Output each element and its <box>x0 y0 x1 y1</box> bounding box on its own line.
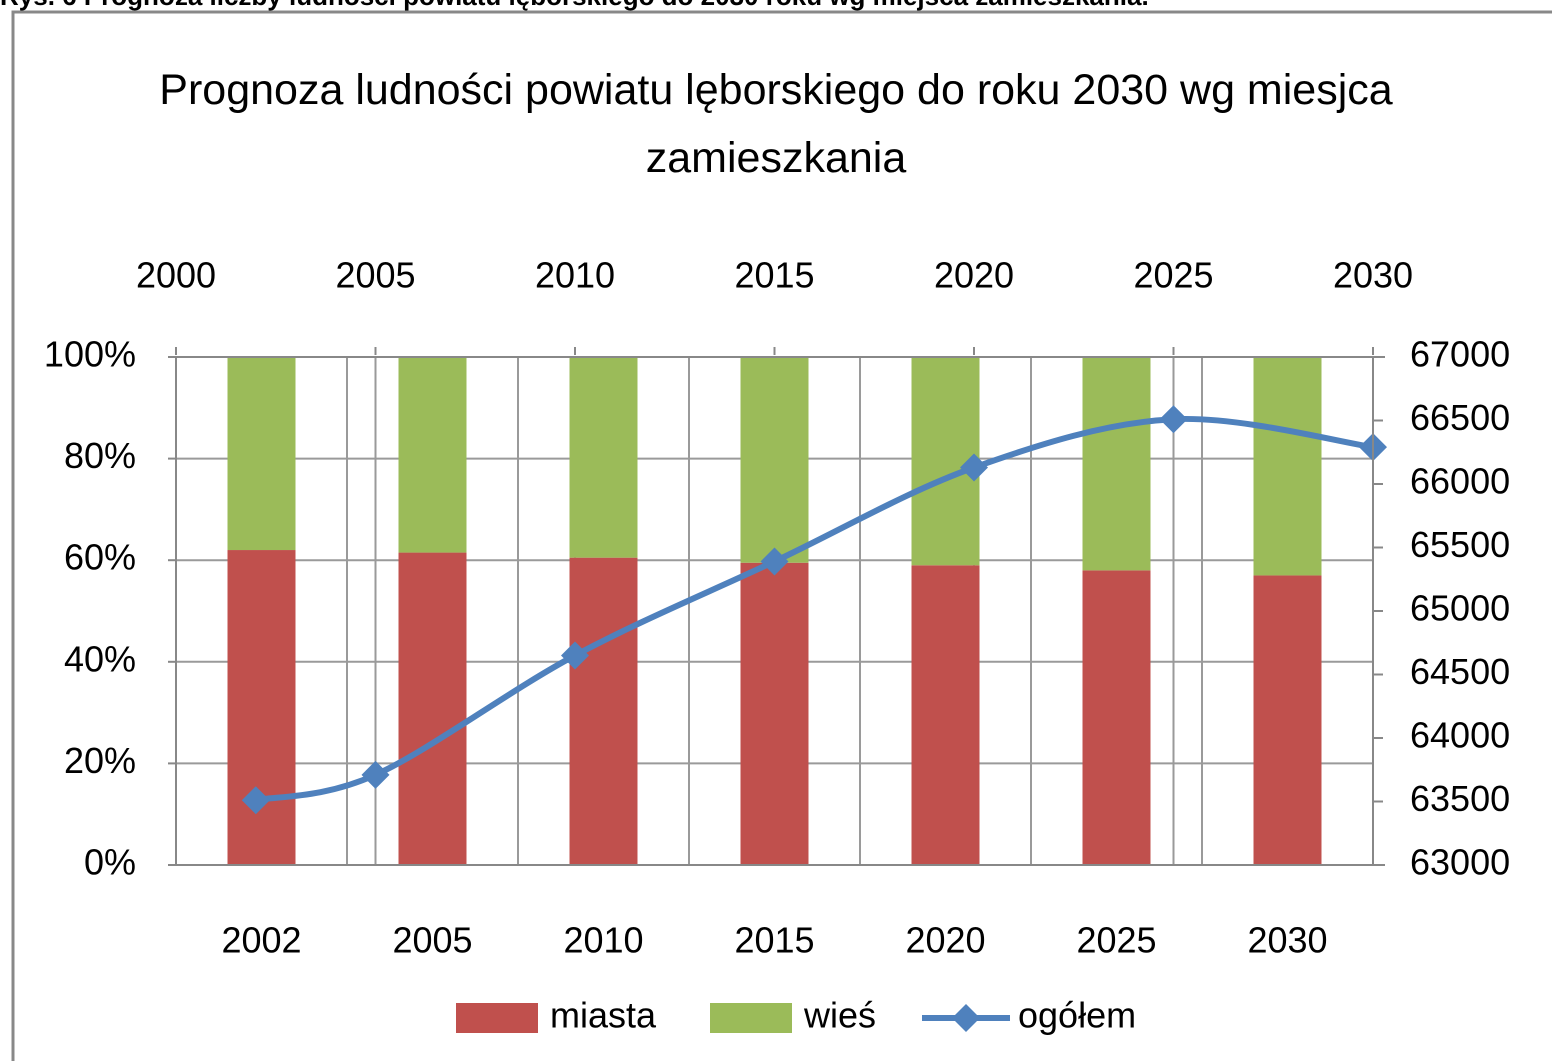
x2-tick-label: 2020 <box>934 255 1014 296</box>
chart-title: Prognoza ludności powiatu lęborskiego do… <box>159 66 1393 182</box>
bar <box>398 552 467 865</box>
bar <box>227 357 296 551</box>
x-tick-label: 2015 <box>734 920 814 961</box>
legend-swatch <box>456 1003 538 1033</box>
y-tick-label: 40% <box>64 638 136 679</box>
y-tick-label: 100% <box>44 334 136 375</box>
bar <box>911 565 980 865</box>
bar <box>569 557 638 865</box>
x-tick-label: 2025 <box>1076 920 1156 961</box>
marker <box>760 547 789 576</box>
y2-tick-label: 63000 <box>1410 842 1510 883</box>
bar <box>1082 357 1151 571</box>
x2-tick-label: 2025 <box>1133 255 1213 296</box>
y2-tick-label: 64000 <box>1410 715 1510 756</box>
x-tick-label: 2002 <box>221 920 301 961</box>
bar <box>1253 575 1322 865</box>
y-tick-label: 0% <box>84 842 136 883</box>
legend-swatch <box>710 1003 792 1033</box>
bar <box>569 357 638 558</box>
x2-tick-label: 2030 <box>1333 255 1413 296</box>
y-tick-label: 80% <box>64 435 136 476</box>
marker <box>960 453 988 482</box>
y2-tick-label: 64500 <box>1410 651 1510 692</box>
y-tick-label: 20% <box>64 740 136 781</box>
bar <box>1082 570 1151 865</box>
legend-label: miasta <box>550 995 657 1036</box>
y2-tick-label: 66000 <box>1410 461 1510 502</box>
bar <box>398 357 467 553</box>
bar <box>740 562 809 865</box>
x-tick-label: 2005 <box>392 920 472 961</box>
y2-tick-label: 65500 <box>1410 524 1510 565</box>
marker <box>561 641 589 670</box>
y2-tick-label: 65000 <box>1410 588 1510 629</box>
legend-label: ogółem <box>1018 995 1136 1036</box>
marker <box>1159 405 1188 434</box>
x2-tick-label: 2010 <box>535 255 615 296</box>
bar <box>1253 357 1322 576</box>
x-tick-label: 2010 <box>563 920 643 961</box>
x2-tick-label: 2000 <box>136 255 216 296</box>
bar <box>227 550 296 865</box>
marker <box>241 786 270 815</box>
y-tick-label: 60% <box>64 537 136 578</box>
y2-tick-label: 67000 <box>1410 334 1510 375</box>
marker <box>361 760 390 789</box>
caption: Rys. 6 Prognoza liczby ludności powiatu … <box>0 0 1149 11</box>
x2-tick-label: 2005 <box>335 255 415 296</box>
bar <box>740 357 809 563</box>
legend-label: wieś <box>803 995 876 1036</box>
x-tick-label: 2030 <box>1247 920 1327 961</box>
x2-tick-label: 2015 <box>734 255 814 296</box>
y2-tick-label: 66500 <box>1410 397 1510 438</box>
legend-marker <box>952 1004 980 1032</box>
y2-tick-label: 63500 <box>1410 778 1510 819</box>
x-tick-label: 2020 <box>905 920 985 961</box>
